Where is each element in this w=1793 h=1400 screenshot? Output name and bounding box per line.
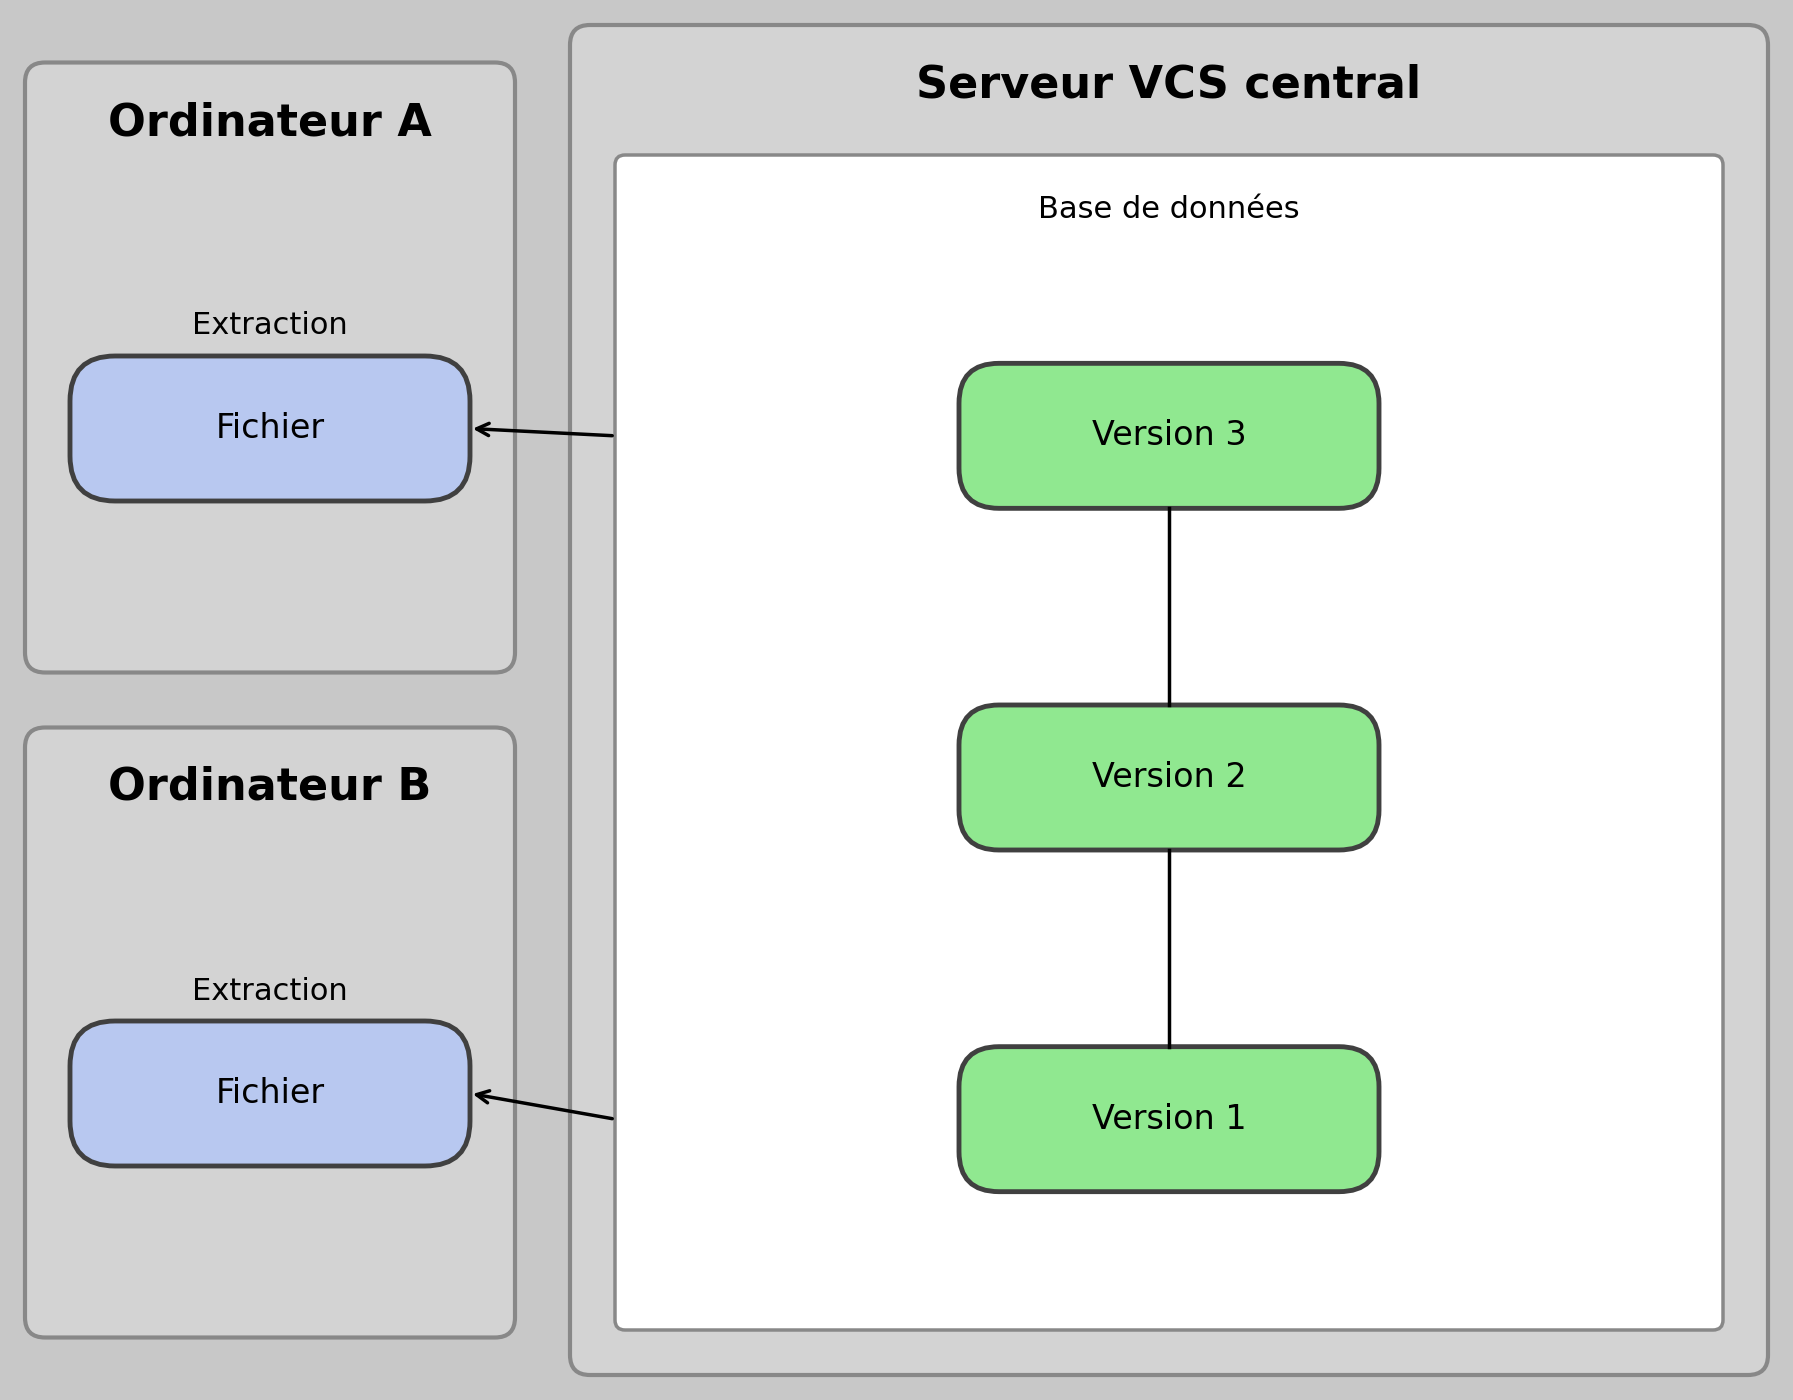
- Text: Version 3: Version 3: [1092, 420, 1246, 452]
- FancyBboxPatch shape: [615, 155, 1723, 1330]
- Text: Fichier: Fichier: [215, 412, 325, 445]
- FancyBboxPatch shape: [959, 1047, 1379, 1191]
- Text: Version 1: Version 1: [1092, 1103, 1246, 1135]
- Text: Version 2: Version 2: [1092, 762, 1246, 794]
- FancyBboxPatch shape: [25, 63, 515, 672]
- FancyBboxPatch shape: [70, 1021, 470, 1166]
- Text: Extraction: Extraction: [192, 312, 348, 340]
- Text: Base de données: Base de données: [1038, 196, 1300, 224]
- FancyBboxPatch shape: [25, 728, 515, 1337]
- Text: Serveur VCS central: Serveur VCS central: [916, 63, 1422, 106]
- FancyBboxPatch shape: [570, 25, 1768, 1375]
- Text: Extraction: Extraction: [192, 977, 348, 1005]
- FancyBboxPatch shape: [959, 706, 1379, 850]
- Text: Ordinateur B: Ordinateur B: [108, 766, 432, 809]
- Text: Fichier: Fichier: [215, 1077, 325, 1110]
- FancyBboxPatch shape: [959, 364, 1379, 508]
- Text: Ordinateur A: Ordinateur A: [108, 101, 432, 144]
- FancyBboxPatch shape: [70, 356, 470, 501]
